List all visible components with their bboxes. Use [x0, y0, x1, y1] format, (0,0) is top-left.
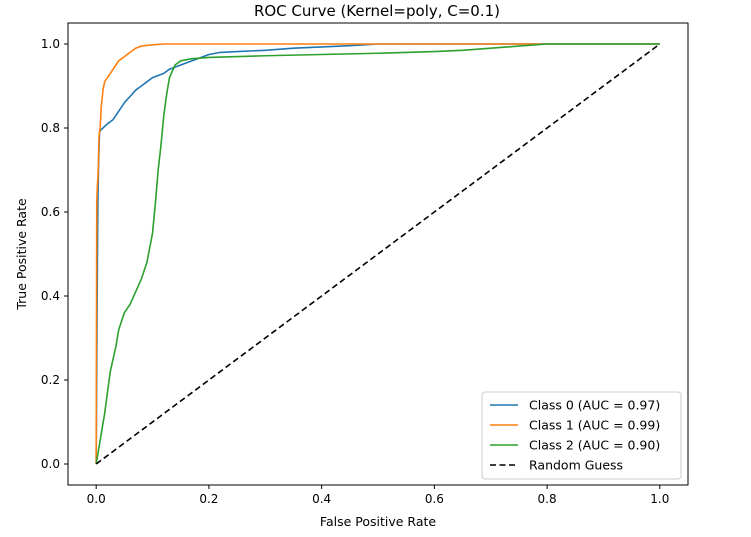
- series-line-2: [95, 43, 660, 465]
- legend-label-0: Class 0 (AUC = 0.97): [529, 398, 660, 413]
- y-tick-label: 0.6: [41, 205, 60, 219]
- x-tick-label: 0.8: [538, 492, 557, 506]
- y-axis: 0.0 0.2 0.4 0.6 0.8 1.0: [41, 37, 68, 471]
- x-tick-label: 0.2: [199, 492, 218, 506]
- legend-label-3: Random Guess: [529, 458, 623, 473]
- legend-label-2: Class 2 (AUC = 0.90): [529, 438, 660, 453]
- plot-area: [67, 22, 689, 486]
- series-line-1: [95, 43, 660, 465]
- legend-items: Class 0 (AUC = 0.97) Class 1 (AUC = 0.99)…: [490, 398, 660, 473]
- x-tick-label: 0.4: [312, 492, 331, 506]
- series-line-3: [95, 43, 661, 465]
- x-tick-label: 0.6: [425, 492, 444, 506]
- legend-box: [481, 391, 682, 480]
- axes-frame: [67, 22, 689, 486]
- legend: Class 0 (AUC = 0.97) Class 1 (AUC = 0.99)…: [481, 391, 682, 480]
- series-group: [95, 43, 661, 465]
- y-tick-label: 0.2: [41, 373, 60, 387]
- x-axis-label: False Positive Rate: [320, 514, 436, 529]
- y-tick-label: 0.4: [41, 289, 60, 303]
- x-tick-label: 0.0: [87, 492, 106, 506]
- y-tick-label: 1.0: [41, 37, 60, 51]
- x-tick-label: 1.0: [650, 492, 669, 506]
- x-axis: 0.0 0.2 0.4 0.6 0.8 1.0: [87, 485, 669, 506]
- chart-title: ROC Curve (Kernel=poly, C=0.1): [254, 2, 500, 20]
- y-axis-label: True Positive Rate: [14, 198, 29, 311]
- y-tick-label: 0.0: [41, 457, 60, 471]
- legend-label-1: Class 1 (AUC = 0.99): [529, 418, 660, 433]
- y-tick-label: 0.8: [41, 121, 60, 135]
